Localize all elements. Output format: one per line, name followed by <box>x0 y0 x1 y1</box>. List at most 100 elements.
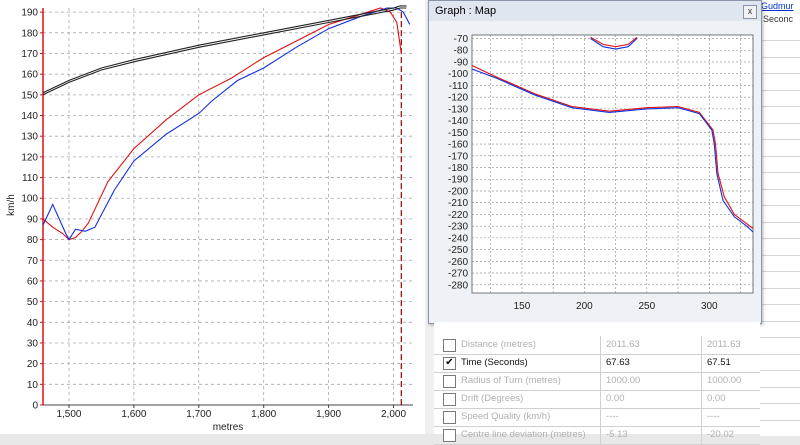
table-row[interactable]: ✔ Time (Seconds) 67.63 67.51 <box>434 354 760 373</box>
row-value-2: ---- <box>707 411 720 422</box>
speed-series-line-2 <box>42 7 407 96</box>
row-checkbox[interactable]: ✔ <box>443 357 456 370</box>
y-tick-label: 130 <box>21 132 38 143</box>
y-axis-label: km/h <box>6 194 17 216</box>
row-checkbox[interactable] <box>443 339 456 352</box>
y-tick-label: 10 <box>27 380 39 391</box>
table-row[interactable]: Speed Quality (km/h) ---- ---- <box>434 408 760 427</box>
row-value-2: -20.02 <box>707 429 734 440</box>
column-separator <box>600 372 601 390</box>
y-tick-label: 40 <box>27 318 39 329</box>
column-row-line <box>760 89 800 91</box>
y-tick-label: 180 <box>21 28 38 39</box>
y-tick-label: 80 <box>27 235 39 246</box>
map-x-tick-label: 150 <box>514 301 531 312</box>
y-tick-label: 70 <box>27 256 39 267</box>
x-tick-label: 1,500 <box>56 409 81 420</box>
map-y-tick-label: -190 <box>448 175 468 186</box>
column-row-line <box>760 188 800 190</box>
row-label: Drift (Degrees) <box>461 393 524 404</box>
track-map-chart[interactable]: -70-80-90-100-110-120-130-140-150-160-17… <box>429 21 761 323</box>
column-row-line <box>760 56 800 58</box>
map-y-tick-label: -210 <box>448 198 468 209</box>
channel-table: Distance (metres) 2011.63 2011.63 ✔ Time (Se… <box>434 322 760 445</box>
x-tick-label: 1,800 <box>251 409 276 420</box>
column-separator <box>701 390 702 408</box>
row-value-2: 1000.00 <box>707 375 742 386</box>
unit-fragment: Seconc <box>763 14 794 24</box>
speed-series-line-0 <box>42 7 402 241</box>
column-row-line <box>760 386 800 388</box>
column-row-line <box>760 337 800 338</box>
column-row-line <box>760 122 800 124</box>
header-fragment-box: Gudmur Seconc <box>755 0 800 26</box>
row-checkbox[interactable] <box>443 375 456 388</box>
y-tick-label: 50 <box>27 297 39 308</box>
map-y-tick-label: -140 <box>448 116 468 127</box>
x-tick-label: 2,000 <box>381 409 406 420</box>
map-y-tick-label: -270 <box>448 269 468 280</box>
row-checkbox[interactable] <box>443 393 456 406</box>
map-x-tick-label: 200 <box>576 301 593 312</box>
column-separator <box>701 372 702 390</box>
row-label: Centre line deviation (metres) <box>461 429 586 440</box>
map-y-tick-label: -90 <box>454 57 469 68</box>
table-row[interactable]: Drift (Degrees) 0.00 0.00 <box>434 390 760 409</box>
y-tick-label: 30 <box>27 338 39 349</box>
speed-series-line-1 <box>42 7 411 241</box>
column-row-line <box>760 40 800 41</box>
column-row-line <box>760 271 800 272</box>
column-row-line <box>760 139 800 140</box>
column-separator <box>701 426 702 444</box>
column-row-line <box>760 419 800 421</box>
row-checkbox[interactable] <box>443 411 456 424</box>
row-checkbox[interactable] <box>443 429 456 442</box>
map-y-tick-label: -180 <box>448 163 468 174</box>
row-value-2: 2011.63 <box>707 339 741 350</box>
y-tick-label: 190 <box>21 8 38 19</box>
map-y-tick-label: -130 <box>448 104 468 115</box>
column-row-line <box>760 205 800 206</box>
column-row-line <box>760 287 800 289</box>
table-row[interactable]: Radius of Turn (metres) 1000.00 1000.00 <box>434 372 760 391</box>
x-axis-label: metres <box>213 422 244 433</box>
map-track-line-1 <box>472 68 753 233</box>
column-row-line <box>760 304 800 305</box>
row-value-1: ---- <box>606 411 619 422</box>
row-value-1: 67.63 <box>606 357 630 368</box>
row-value-1: 1000.00 <box>606 375 641 386</box>
map-track-line-3 <box>590 38 638 50</box>
column-row-line <box>760 254 800 256</box>
column-separator <box>701 354 702 372</box>
driver-name-fragment[interactable]: Gudmur <box>761 1 794 11</box>
map-y-tick-label: -150 <box>448 128 468 139</box>
y-tick-label: 120 <box>21 152 38 163</box>
map-graph-window[interactable]: Graph : Map x -70 -80 -90 -100 -110 -120 -130-… <box>428 0 762 324</box>
row-value-2: 67.51 <box>707 357 731 368</box>
map-y-tick-label: -100 <box>448 69 468 80</box>
map-y-tick-label: -280 <box>448 280 468 291</box>
table-row[interactable]: Centre line deviation (metres) -5.13 -20.0… <box>434 426 760 445</box>
close-button[interactable]: x <box>743 5 757 19</box>
column-row-line <box>760 106 800 107</box>
map-y-tick-label: -230 <box>448 222 468 233</box>
map-y-tick-label: -120 <box>448 93 468 104</box>
speed-distance-chart[interactable]: 190 180 170 160 150 140 130 120 110 100 90 80 70 60 50… <box>0 0 425 434</box>
map-titlebar[interactable]: Graph : Map x <box>429 1 761 21</box>
map-y-tick-label: -220 <box>448 210 468 221</box>
column-separator <box>600 354 601 372</box>
column-row-line <box>760 172 800 173</box>
speed-chart-svg[interactable]: 1901801701601501401301201101009080706050… <box>0 0 425 434</box>
table-row[interactable]: Distance (metres) 2011.63 2011.63 <box>434 336 760 355</box>
y-tick-label: 100 <box>21 194 38 205</box>
y-tick-label: 110 <box>22 173 38 184</box>
map-window-title: Graph : Map <box>435 5 497 17</box>
y-tick-label: 150 <box>21 90 38 101</box>
column-separator <box>701 336 702 354</box>
x-tick-label: 1,700 <box>186 409 211 420</box>
row-label: Radius of Turn (metres) <box>461 375 561 386</box>
column-row-line <box>760 370 800 371</box>
row-label: Time (Seconds) <box>461 357 528 368</box>
column-separator <box>600 336 601 354</box>
x-tick-label: 1,900 <box>316 409 341 420</box>
